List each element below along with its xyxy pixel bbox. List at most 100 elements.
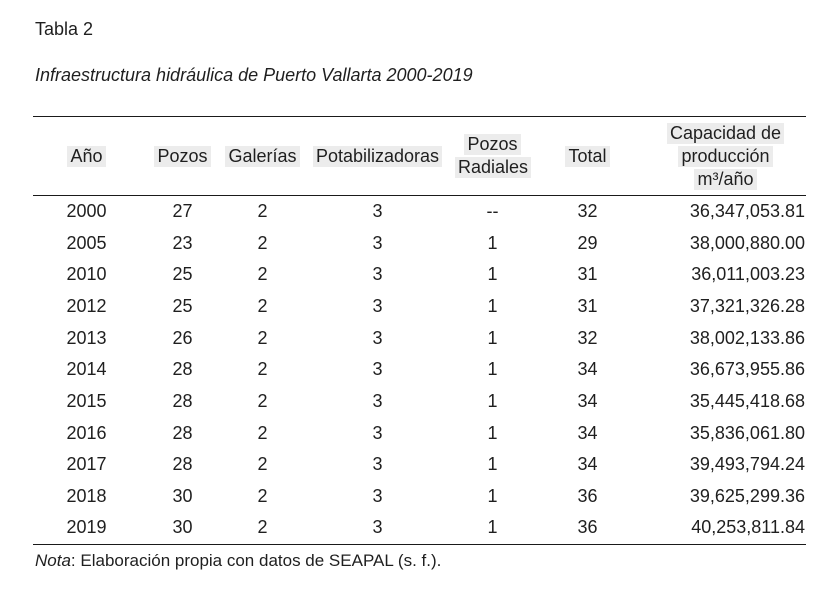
- table-cell: 26: [172, 327, 193, 348]
- table-cell: 2000: [66, 201, 107, 222]
- table-cell: 2005: [66, 232, 107, 253]
- table-cell: 34: [577, 422, 598, 443]
- table-cell: 38,002,133.86: [689, 327, 805, 348]
- table-cell: 27: [172, 201, 193, 222]
- table-cell: 39,625,299.36: [689, 486, 805, 507]
- table-cell: 36,673,955.86: [689, 359, 805, 380]
- table-row: 2000 27 2 3 -- 32 36,347,053.81: [33, 196, 806, 228]
- table-cell: 25: [172, 264, 193, 285]
- table-cell: 37,321,326.28: [689, 295, 805, 316]
- table-cell: 38,000,880.00: [689, 232, 805, 253]
- table-cell: 31: [577, 295, 598, 316]
- table-cell: 2: [257, 390, 268, 411]
- table-cell: 3: [372, 454, 383, 475]
- table-cell: 1: [487, 422, 498, 443]
- table-row: 2018 30 2 3 1 36 39,625,299.36: [33, 481, 806, 513]
- table-cell: 36: [577, 486, 598, 507]
- table-row: 2016 28 2 3 1 34 35,836,061.80: [33, 417, 806, 449]
- table-row: 2012 25 2 3 1 31 37,321,326.28: [33, 291, 806, 323]
- table-cell: 30: [172, 486, 193, 507]
- table-cell: 2015: [66, 390, 107, 411]
- infrastructure-table: Año Pozos Galerías Potabilizadoras Pozos…: [33, 116, 806, 545]
- table-cell: 2: [257, 359, 268, 380]
- table-cell: 1: [487, 264, 498, 285]
- table-cell: 3: [372, 327, 383, 348]
- table-row: 2017 28 2 3 1 34 39,493,794.24: [33, 449, 806, 481]
- table-cell: 32: [577, 327, 598, 348]
- table-body: 2000 27 2 3 -- 32 36,347,053.81 2005 23 …: [33, 196, 806, 545]
- header-text: Pozos: [464, 134, 521, 155]
- table-cell: 1: [487, 295, 498, 316]
- table-cell: 3: [372, 486, 383, 507]
- table-cell: 3: [372, 201, 383, 222]
- table-cell: 1: [487, 359, 498, 380]
- table-cell: 35,836,061.80: [689, 422, 805, 443]
- table-cell: 34: [577, 454, 598, 475]
- note-label: Nota: [35, 550, 71, 570]
- header-text: m³/año: [694, 168, 757, 190]
- table-cell: 32: [577, 201, 598, 222]
- table-title: Infraestructura hidráulica de Puerto Val…: [35, 65, 473, 85]
- table-cell: 3: [372, 359, 383, 380]
- table-cell: 3: [372, 264, 383, 285]
- table-cell: 2016: [66, 422, 107, 443]
- table-cell: 2: [257, 486, 268, 507]
- table-cell: 2013: [66, 327, 107, 348]
- table-cell: 28: [172, 454, 193, 475]
- header-text: Total: [565, 145, 610, 167]
- table-cell: 3: [372, 517, 383, 538]
- table-cell: 28: [172, 359, 193, 380]
- table-cell: 28: [172, 390, 193, 411]
- table-row: 2015 28 2 3 1 34 35,445,418.68: [33, 386, 806, 418]
- table-cell: 3: [372, 390, 383, 411]
- table-row: 2010 25 2 3 1 31 36,011,003.23: [33, 259, 806, 291]
- table-cell: 3: [372, 295, 383, 316]
- table-cell: 34: [577, 390, 598, 411]
- table-cell: 2018: [66, 486, 107, 507]
- table-cell: 2: [257, 422, 268, 443]
- table-row: 2019 30 2 3 1 36 40,253,811.84: [33, 512, 806, 544]
- table-cell: 2010: [66, 264, 107, 285]
- table-row: 2014 28 2 3 1 34 36,673,955.86: [33, 354, 806, 386]
- column-header-galerias: Galerías: [225, 117, 300, 196]
- table-cell: 2: [257, 201, 268, 222]
- table-cell: 36: [577, 517, 598, 538]
- table-note: Nota: Elaboración propia con datos de SE…: [35, 551, 806, 571]
- table-cell: --: [486, 201, 499, 222]
- table-cell: 2017: [66, 454, 107, 475]
- column-header-potabilizadoras: Potabilizadoras: [300, 117, 455, 196]
- header-text: Potabilizadoras: [312, 145, 443, 167]
- table-cell: 29: [577, 232, 598, 253]
- table-cell: 3: [372, 232, 383, 253]
- table-cell: 23: [172, 232, 193, 253]
- table-cell: 39,493,794.24: [689, 454, 805, 475]
- table-cell: 1: [487, 517, 498, 538]
- table-cell: 28: [172, 422, 193, 443]
- table-cell: 35,445,418.68: [689, 390, 805, 411]
- table-cell: 1: [487, 486, 498, 507]
- table-cell: 36,347,053.81: [689, 201, 805, 222]
- column-header-capacidad-produccion: Capacidad de producción m³/año: [645, 117, 806, 196]
- table-cell: 1: [487, 232, 498, 253]
- table-label: Tabla 2: [35, 19, 94, 39]
- table-row: 2013 26 2 3 1 32 38,002,133.86: [33, 322, 806, 354]
- note-text: : Elaboración propia con datos de SEAPAL…: [70, 550, 442, 570]
- column-header-ano: Año: [33, 117, 140, 196]
- table-cell: 2012: [66, 295, 107, 316]
- table-cell: 36,011,003.23: [691, 264, 805, 285]
- table-cell: 1: [487, 390, 498, 411]
- column-header-pozos: Pozos: [140, 117, 225, 196]
- header-text: Pozos: [154, 145, 211, 167]
- header-text: Año: [67, 145, 106, 167]
- table-cell: 2019: [66, 517, 107, 538]
- header-text: producción: [678, 145, 773, 167]
- table-cell: 2: [257, 295, 268, 316]
- header-text: Capacidad de: [666, 122, 785, 144]
- table-cell: 2: [257, 327, 268, 348]
- table-cell: 2: [257, 264, 268, 285]
- table-cell: 2014: [66, 359, 107, 380]
- header-text: Radiales: [455, 157, 532, 178]
- table-cell: 25: [172, 295, 193, 316]
- column-header-total: Total: [530, 117, 645, 196]
